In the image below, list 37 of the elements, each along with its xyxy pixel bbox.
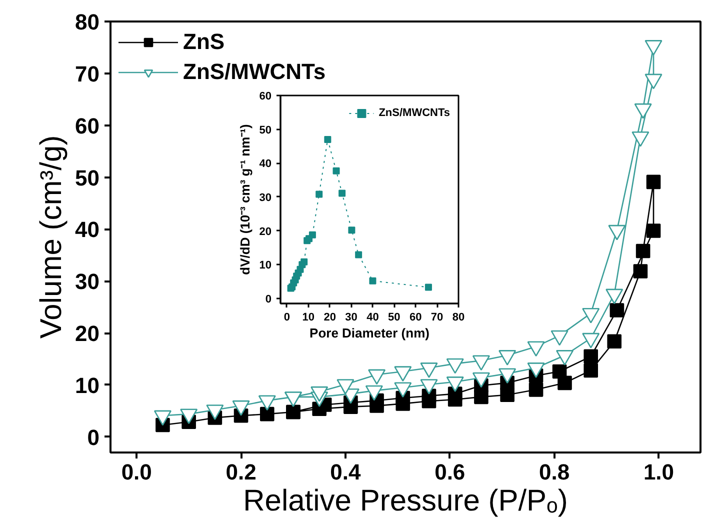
x-tick-label: 0.6: [434, 460, 466, 484]
legend-label: ZnS/MWCNTs: [378, 107, 450, 119]
y-tick-label: 50: [259, 124, 272, 136]
x-tick-label: 50: [388, 312, 400, 324]
y-tick-label: 0: [87, 424, 100, 450]
x-tick-label: 30: [345, 312, 358, 324]
y-tick-label: 60: [75, 113, 100, 138]
y-tick-label: 20: [259, 226, 272, 238]
y-tick-label: 10: [259, 260, 272, 272]
y-tick-label: 50: [75, 165, 100, 190]
y-axis-title: dV/dD (10⁻³ cm³ g⁻¹ nm⁻¹): [237, 124, 252, 275]
x-tick-label: 1.0: [643, 460, 674, 484]
x-tick-label: 10: [302, 312, 315, 324]
y-axis-title: Volume (cm³/g): [35, 135, 68, 339]
y-tick-label: 30: [75, 269, 100, 294]
x-tick-label: 40: [366, 312, 379, 324]
y-tick-label: 70: [75, 61, 100, 86]
x-tick-label: 70: [430, 312, 444, 324]
x-tick-label: 20: [324, 312, 336, 324]
y-tick-label: 10: [75, 372, 100, 398]
legend-label: ZnS/MWCNTs: [183, 59, 326, 85]
y-tick-label: 60: [259, 90, 272, 102]
y-tick-label: 30: [259, 192, 272, 204]
y-tick-label: 40: [75, 217, 100, 242]
x-tick-label: 60: [409, 312, 422, 324]
x-axis-title: Pore Diameter (nm): [310, 326, 430, 340]
x-axis-title: Relative Pressure (P/Pₒ): [243, 484, 568, 518]
legend-label: ZnS: [183, 29, 225, 55]
x-tick-label: 0.0: [121, 460, 152, 484]
x-tick-label: 80: [452, 312, 465, 324]
x-tick-label: 0: [284, 312, 290, 324]
y-tick-label: 0: [265, 293, 272, 306]
x-tick-label: 0.8: [539, 460, 570, 484]
y-tick-label: 40: [259, 158, 272, 170]
x-tick-label: 0.2: [226, 460, 256, 484]
y-tick-label: 80: [75, 10, 100, 34]
x-tick-label: 0.4: [330, 460, 362, 484]
